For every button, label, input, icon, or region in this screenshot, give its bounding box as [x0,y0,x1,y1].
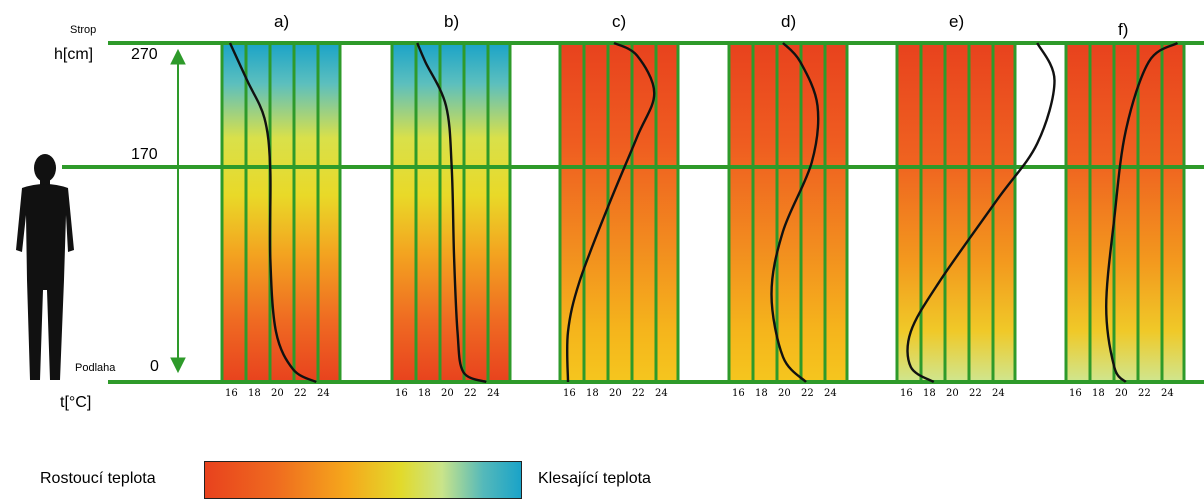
panels-group [222,43,1184,382]
temperature-legend-bar [204,461,522,499]
panel-f-temperature-curve [1104,41,1179,383]
panel-c-fill [560,43,678,382]
panel-d-fill [729,43,847,382]
temp-tick-label: 18 [1092,388,1105,399]
temp-tick-label: 24 [824,388,837,399]
temp-tick-label: 16 [732,388,745,399]
temp-tick-label: 20 [441,388,454,399]
panel-e-temperature-curve [906,42,1056,384]
temp-tick-label: 22 [294,388,307,399]
temp-tick-label: 24 [487,388,500,399]
height-tick-270: 270 [131,46,158,63]
temp-tick-label: 16 [395,388,408,399]
panel-c-temperature-curve [565,41,656,383]
temp-tick-label: 20 [271,388,284,399]
temp-tick-label: 20 [778,388,791,399]
temp-tick-label: 22 [969,388,982,399]
floor-label: Podlaha [75,362,116,374]
temp-tick-label: 22 [801,388,814,399]
temp-tick-label: 16 [1069,388,1082,399]
temp-tick-label: 24 [1161,388,1174,399]
height-tick-170: 170 [131,146,158,163]
panel-label-d: d) [781,12,797,31]
temp-tick-label: 18 [923,388,936,399]
temp-tick-label: 20 [1115,388,1128,399]
temp-tick-label: 18 [586,388,599,399]
panel-a-temperature-curve [228,42,317,384]
temp-tick-label: 18 [248,388,261,399]
temp-tick-label: 20 [609,388,622,399]
person-silhouette-icon [16,154,74,380]
panel-label-f: f) [1118,20,1129,39]
temp-tick-label: 18 [755,388,768,399]
height-arrow [170,48,186,374]
temp-tick-label: 20 [946,388,959,399]
grid-lines [62,41,1204,384]
height-axis-label: h[cm] [54,46,94,63]
panel-label-c: c) [612,12,627,31]
temp-tick-label: 24 [992,388,1005,399]
temp-tick-label: 24 [655,388,668,399]
panel-d-temperature-curve [770,42,820,383]
temp-tick-label: 16 [225,388,238,399]
temp-axis-label: t[°C] [60,394,92,411]
panel-label-a: a) [274,12,290,31]
panel-e-fill [897,43,1015,382]
height-tick-0: 0 [150,358,159,375]
panel-a-fill [222,43,340,382]
panel-b-fill [392,43,510,382]
temp-tick-label: 16 [563,388,576,399]
panel-b-temperature-curve [416,42,487,384]
panel-label-b: b) [444,12,460,31]
temp-tick-label: 24 [317,388,330,399]
panel-f-fill [1066,43,1184,382]
temp-tick-label: 22 [464,388,477,399]
temp-tick-label: 16 [900,388,913,399]
panel-label-e: e) [949,12,965,31]
temp-tick-label: 18 [418,388,431,399]
temp-tick-label: 22 [1138,388,1151,399]
legend-right-label: Klesající teplota [538,470,651,487]
temperature-curves [228,41,1179,384]
temp-tick-label: 22 [632,388,645,399]
legend-left-label: Rostoucí teplota [40,470,156,487]
ceiling-label: Strop [70,24,97,36]
